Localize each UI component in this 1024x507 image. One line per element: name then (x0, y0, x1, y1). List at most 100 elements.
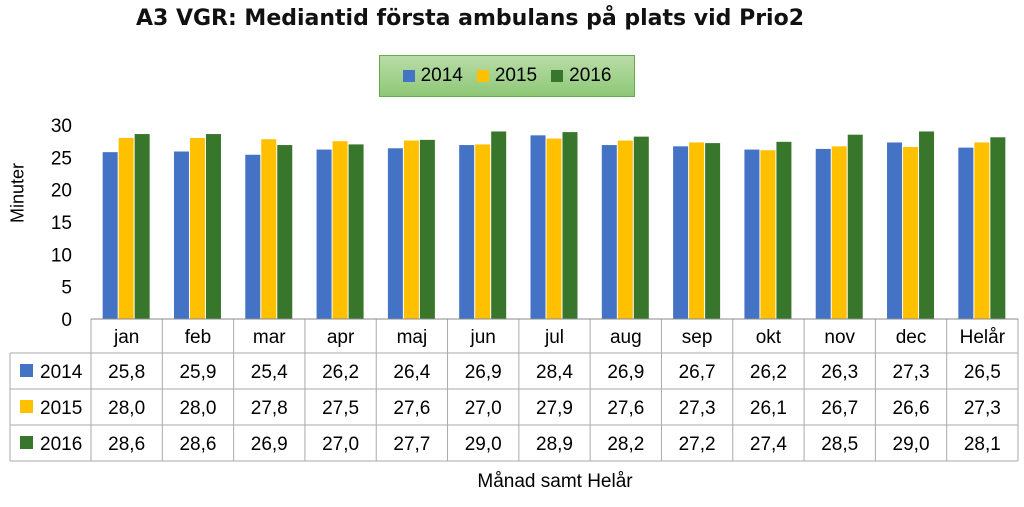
bar-2014-apr (316, 149, 332, 319)
table-cell-value: 26,2 (322, 362, 359, 383)
legend-label: 2015 (494, 65, 538, 86)
legend-swatch (402, 70, 415, 82)
bar-2015-jun (475, 144, 491, 319)
x-axis-title: Månad samt Helår (477, 471, 633, 492)
table-row-swatch (20, 436, 33, 449)
bar-2016-maj (419, 139, 435, 319)
bar-2015-aug (617, 140, 633, 319)
bar-2014-dec (887, 142, 903, 319)
table-cell-value: 28,5 (821, 434, 858, 455)
table-cell-value: 26,9 (465, 362, 502, 383)
table-cell-value: 29,0 (893, 434, 930, 455)
bar-2016-okt (776, 141, 792, 319)
bar-2015-nov (831, 146, 847, 319)
bar-2016-aug (633, 136, 649, 319)
table-cell-value: 25,8 (108, 362, 145, 383)
x-tick-label: mar (253, 327, 286, 348)
bar-2015-jan (118, 137, 134, 319)
chart-title: A3 VGR: Mediantid första ambulans på pla… (135, 6, 805, 31)
table-cell-value: 28,6 (108, 434, 145, 455)
table-row-swatch (20, 364, 33, 377)
table-cell-value: 27,9 (536, 398, 573, 419)
bar-2016-sep (705, 143, 721, 319)
bar-2015-feb (189, 137, 205, 319)
table-cell-value: 27,3 (679, 398, 716, 419)
table-cell-value: 28,0 (108, 398, 145, 419)
bar-2014-aug (601, 145, 617, 319)
table-cell-value: 26,6 (893, 398, 930, 419)
table-cell-value: 27,7 (393, 434, 430, 455)
bar-2015-okt (760, 150, 776, 319)
table-cell-value: 27,4 (750, 434, 787, 455)
x-tick-label: apr (327, 327, 355, 348)
legend-swatch (476, 70, 489, 82)
table-row-label: 2015 (40, 398, 82, 419)
bar-2014-nov (815, 148, 831, 319)
y-tick-label: 20 (51, 181, 72, 202)
bar-2015-dec (903, 146, 919, 319)
y-tick-label: 5 (61, 278, 72, 299)
legend-label: 2014 (420, 65, 463, 86)
x-tick-label: sep (682, 327, 713, 348)
legend-swatch (551, 70, 564, 82)
x-tick-label: maj (397, 327, 428, 348)
table-cell-value: 29,0 (465, 434, 502, 455)
bar-2015-Helår (974, 142, 990, 319)
bar-2014-maj (387, 148, 403, 319)
table-cell-value: 28,6 (179, 434, 216, 455)
table-cell-value: 26,3 (821, 362, 858, 383)
bar-2016-jun (491, 131, 507, 319)
bar-2014-jun (459, 145, 475, 319)
bar-2014-jan (102, 152, 118, 319)
table-cell-value: 26,7 (821, 398, 858, 419)
legend-item-2015: 2015 (476, 65, 538, 87)
bar-2016-dec (919, 131, 935, 319)
table-cell-value: 26,4 (393, 362, 430, 383)
bar-2016-jan (134, 134, 150, 319)
x-tick-label: feb (185, 327, 211, 348)
table-cell-value: 26,1 (750, 398, 787, 419)
table-cell-value: 27,6 (393, 398, 430, 419)
table-cell-value: 26,9 (607, 362, 644, 383)
bar-2015-maj (403, 140, 419, 319)
table-cell-value: 27,3 (893, 362, 930, 383)
x-tick-label: dec (896, 327, 927, 348)
x-tick-label: nov (824, 327, 855, 348)
table-cell-value: 28,4 (536, 362, 573, 383)
x-tick-label: jun (470, 327, 496, 348)
table-cell-value: 28,9 (536, 434, 573, 455)
x-tick-label: jan (113, 327, 139, 348)
table-cell-value: 27,8 (251, 398, 288, 419)
table-cell-value: 27,2 (679, 434, 716, 455)
y-tick-label: 0 (61, 310, 72, 331)
legend-label: 2016 (569, 65, 612, 86)
bar-2015-sep (689, 142, 705, 319)
bar-2016-mar (277, 145, 293, 319)
bar-2016-Helår (990, 137, 1006, 319)
table-cell-value: 25,4 (251, 362, 288, 383)
table-cell-value: 27,0 (322, 434, 359, 455)
y-tick-label: 10 (51, 245, 72, 266)
table-cell-value: 27,3 (964, 398, 1001, 419)
bar-2014-Helår (958, 147, 974, 319)
bar-2016-apr (348, 144, 364, 319)
x-tick-label: aug (610, 327, 642, 348)
bar-2014-jul (530, 135, 546, 319)
table-cell-value: 26,9 (251, 434, 288, 455)
bar-2016-feb (205, 134, 221, 319)
y-tick-label: 15 (51, 213, 72, 234)
table-row-swatch (20, 400, 33, 413)
legend-item-2016: 2016 (551, 65, 611, 87)
bar-2014-sep (673, 146, 689, 319)
x-tick-label: Helår (960, 327, 1006, 348)
y-tick-label: 30 (51, 116, 72, 137)
table-cell-value: 28,1 (964, 434, 1001, 455)
x-tick-label: jul (544, 327, 564, 348)
table-cell-value: 27,0 (465, 398, 502, 419)
bar-2016-nov (847, 134, 863, 319)
bar-2015-apr (332, 141, 348, 319)
y-tick-label: 25 (51, 148, 72, 169)
table-cell-value: 28,2 (607, 434, 644, 455)
table-cell-value: 25,9 (179, 362, 216, 383)
table-cell-value: 26,2 (750, 362, 787, 383)
